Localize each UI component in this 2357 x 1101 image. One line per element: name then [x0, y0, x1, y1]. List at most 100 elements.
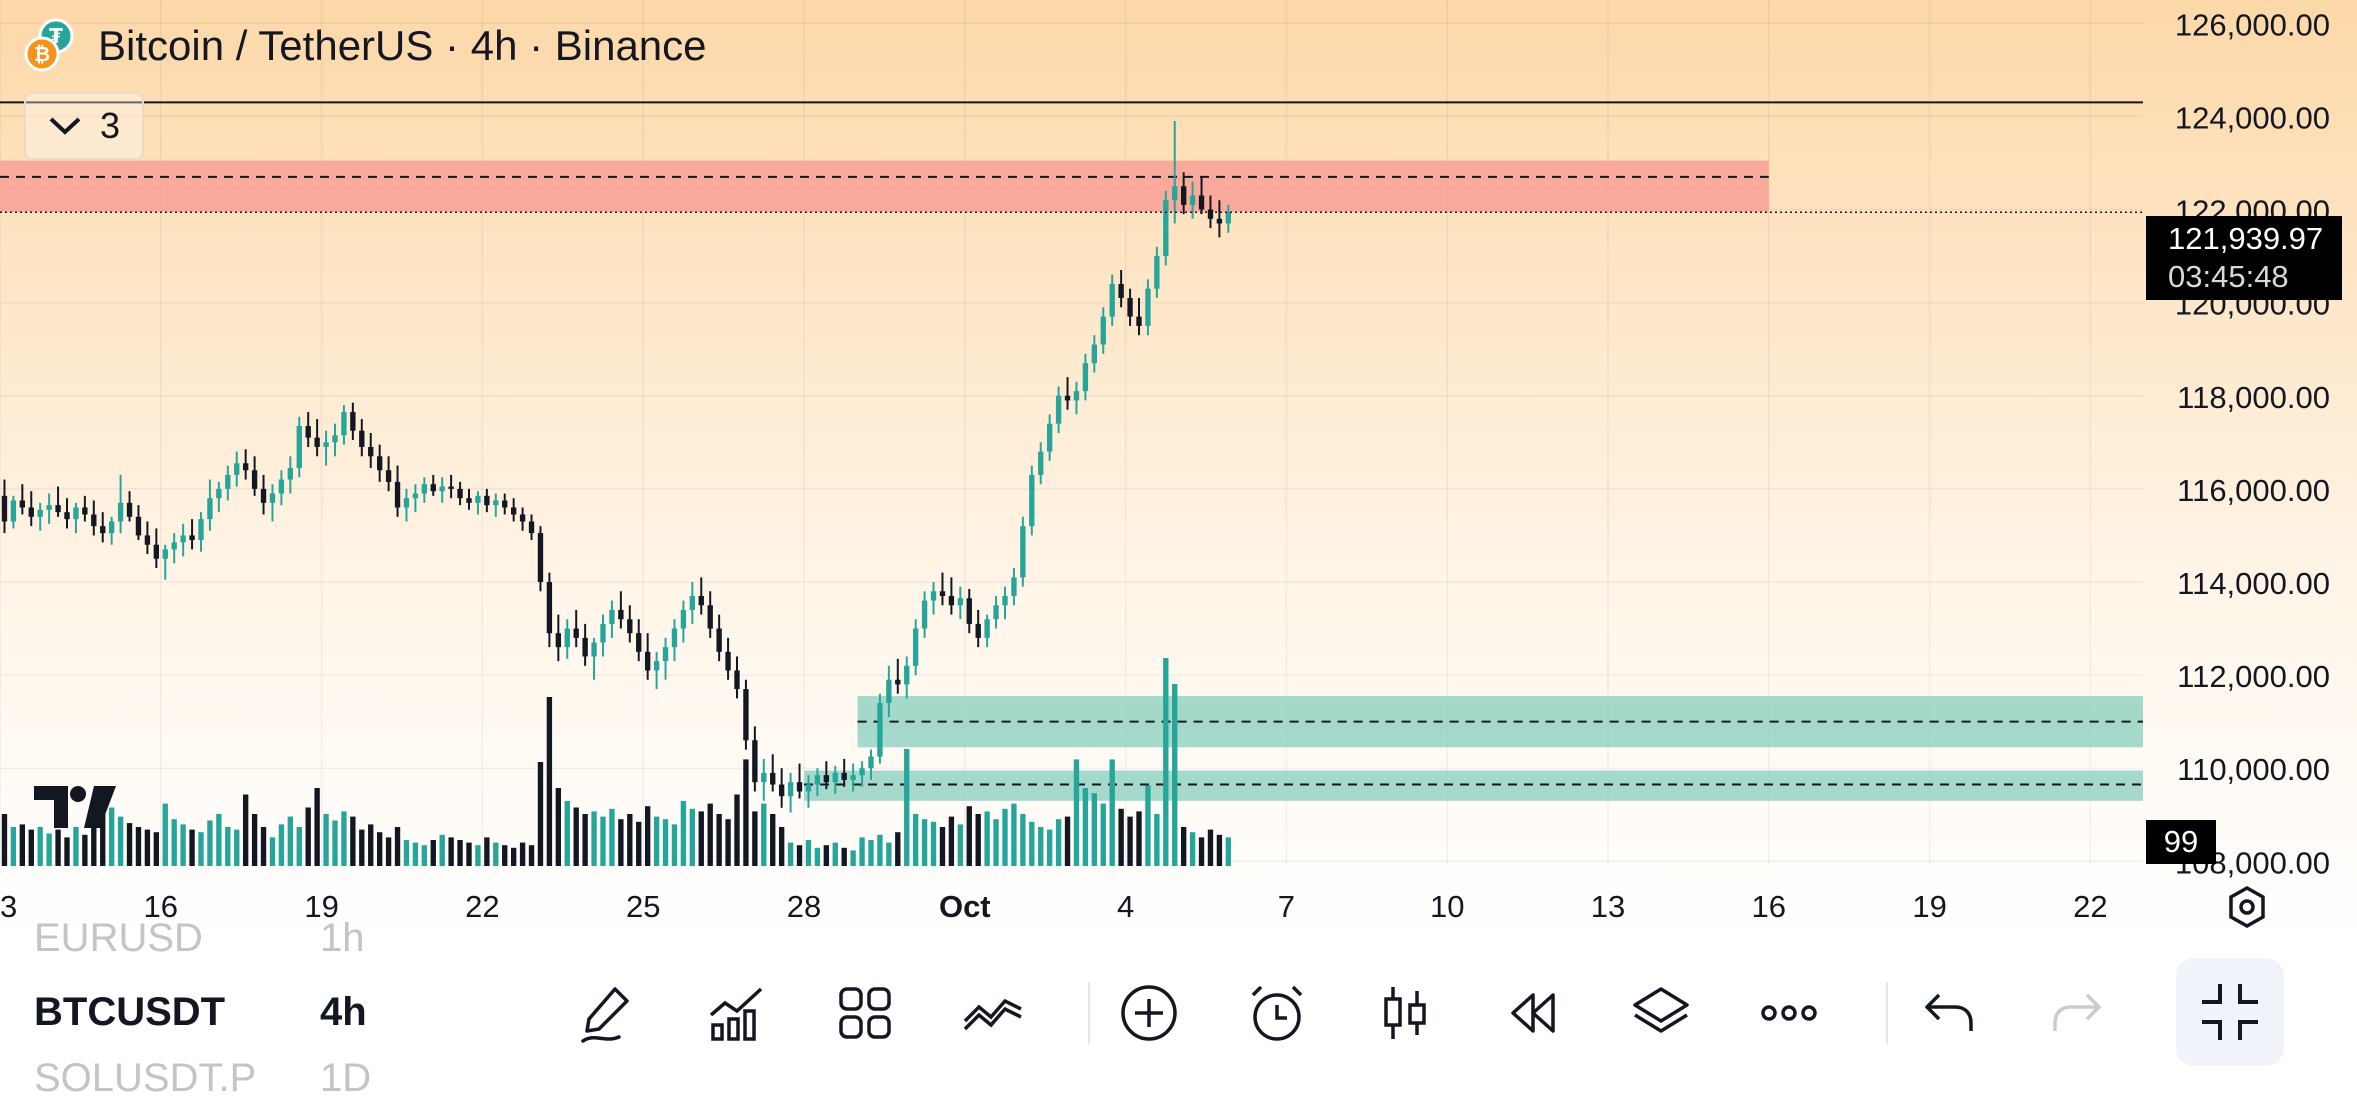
layout-grid-icon: [839, 987, 891, 1039]
candle-body: [662, 647, 669, 662]
watchlist-timeframe: 1D: [320, 1056, 372, 1100]
volume-bar: [64, 837, 70, 866]
watchlist[interactable]: EURUSD 1h BTCUSDT 4h SOLUSDT.P 1D: [0, 916, 560, 1100]
volume-bar: [921, 819, 928, 866]
axis-settings-icon[interactable]: [2224, 884, 2270, 930]
candle-body: [296, 426, 302, 468]
volume-bar: [868, 840, 874, 866]
volume-bar: [19, 824, 26, 866]
bar-countdown: 03:45:48: [2168, 259, 2289, 294]
volume-bar: [225, 827, 231, 866]
add-button[interactable]: [1114, 978, 1184, 1048]
volume-bar: [752, 811, 758, 866]
volume-bar: [537, 762, 544, 866]
resistance-zone: [0, 160, 1769, 212]
watchlist-timeframe: 4h: [320, 990, 367, 1034]
redo-button[interactable]: [2042, 978, 2112, 1048]
volume-bar: [886, 842, 892, 866]
candle-body: [493, 500, 499, 506]
volume-bar: [814, 847, 821, 866]
volume-bar: [502, 845, 508, 866]
price-axis-label: 116,000.00: [2177, 473, 2330, 508]
candle-body: [582, 637, 588, 657]
candle-body: [725, 651, 731, 671]
candlestick-chart[interactable]: 126,000.00124,000.00122,000.00120,000.00…: [0, 0, 2357, 940]
symbol-header[interactable]: ₮ ₿ Bitcoin / TetherUS · 4h · Binance: [22, 18, 707, 74]
candle-body: [359, 430, 365, 447]
candle-body: [671, 628, 678, 648]
volume-bar: [305, 807, 311, 866]
volume-bar: [510, 847, 517, 866]
candle-body: [1100, 316, 1106, 345]
chart-type-button[interactable]: [1370, 978, 1440, 1048]
candle-body: [698, 595, 704, 606]
candle-body: [207, 498, 213, 520]
exit-fullscreen-button[interactable]: [2176, 958, 2284, 1066]
volume-bar: [1145, 785, 1151, 866]
volume-bar: [662, 819, 669, 866]
chart-pane[interactable]: 126,000.00 124,000.00 122,000.00 120,000.00…: [0, 0, 2357, 940]
tradingview-logo: [34, 786, 116, 828]
objects-tree-button[interactable]: [1626, 978, 1696, 1048]
volume-bar: [359, 829, 365, 866]
volume-bar: [260, 827, 267, 866]
time-axis-label: 13: [0, 889, 17, 924]
candle-body: [475, 495, 481, 503]
volume-bar: [725, 819, 731, 866]
replay-button[interactable]: [1498, 978, 1568, 1048]
candle-body: [108, 521, 115, 534]
watchlist-symbol: SOLUSDT.P: [34, 1056, 257, 1100]
candle-body: [171, 542, 177, 550]
volume-bar: [877, 834, 883, 866]
volume-bar: [100, 814, 106, 866]
volume-bar: [1198, 837, 1205, 866]
time-axis-label: 16: [1752, 889, 1786, 924]
volume-bar: [743, 759, 749, 866]
price-axis-label: 112,000.00: [2177, 659, 2330, 694]
indicators-collapse-button[interactable]: 3: [24, 92, 144, 160]
time-axis-label: 19: [304, 889, 338, 924]
candle-body: [153, 544, 160, 559]
candle-body: [430, 484, 436, 492]
volume-bar: [108, 807, 115, 866]
exit-fullscreen-icon: [2202, 984, 2258, 1040]
candle-body: [216, 488, 222, 499]
volume-bar: [1091, 793, 1098, 866]
candle-body: [439, 486, 445, 492]
more-button[interactable]: [1754, 978, 1824, 1048]
volume-bar: [1154, 814, 1160, 866]
compare-button[interactable]: [958, 978, 1028, 1048]
candle-body: [591, 642, 597, 657]
indicators-button[interactable]: [702, 978, 772, 1048]
volume-bar: [475, 845, 481, 866]
layout-button[interactable]: [830, 978, 900, 1048]
candle-body: [251, 470, 258, 489]
svg-text:₿: ₿: [34, 42, 50, 66]
volume-bar: [314, 788, 320, 866]
drawing-tool-button[interactable]: [572, 978, 642, 1048]
candle-body: [868, 756, 874, 769]
candle-body: [28, 507, 34, 517]
candle-body: [609, 609, 615, 624]
candle-body: [100, 526, 106, 534]
volume-bar: [1046, 829, 1053, 866]
undo-icon: [1925, 993, 1973, 1031]
candle-body: [394, 481, 401, 508]
volume-bar: [805, 840, 812, 866]
volume-bar: [153, 832, 160, 866]
volume-bar: [895, 832, 901, 866]
volume-bar: [966, 806, 972, 866]
candle-body: [895, 679, 901, 685]
candle-body: [10, 500, 17, 522]
undo-button[interactable]: [1914, 978, 1984, 1048]
volume-bar: [1055, 819, 1062, 866]
candle-body: [55, 505, 61, 513]
volume-bar: [734, 794, 740, 866]
candle-body: [716, 628, 722, 652]
alert-button[interactable]: [1242, 978, 1312, 1048]
volume-bar: [1011, 803, 1017, 866]
volume-bar: [180, 824, 186, 866]
support-zone: [804, 770, 2143, 801]
volume-bar: [609, 808, 615, 866]
candle-body: [144, 535, 151, 545]
